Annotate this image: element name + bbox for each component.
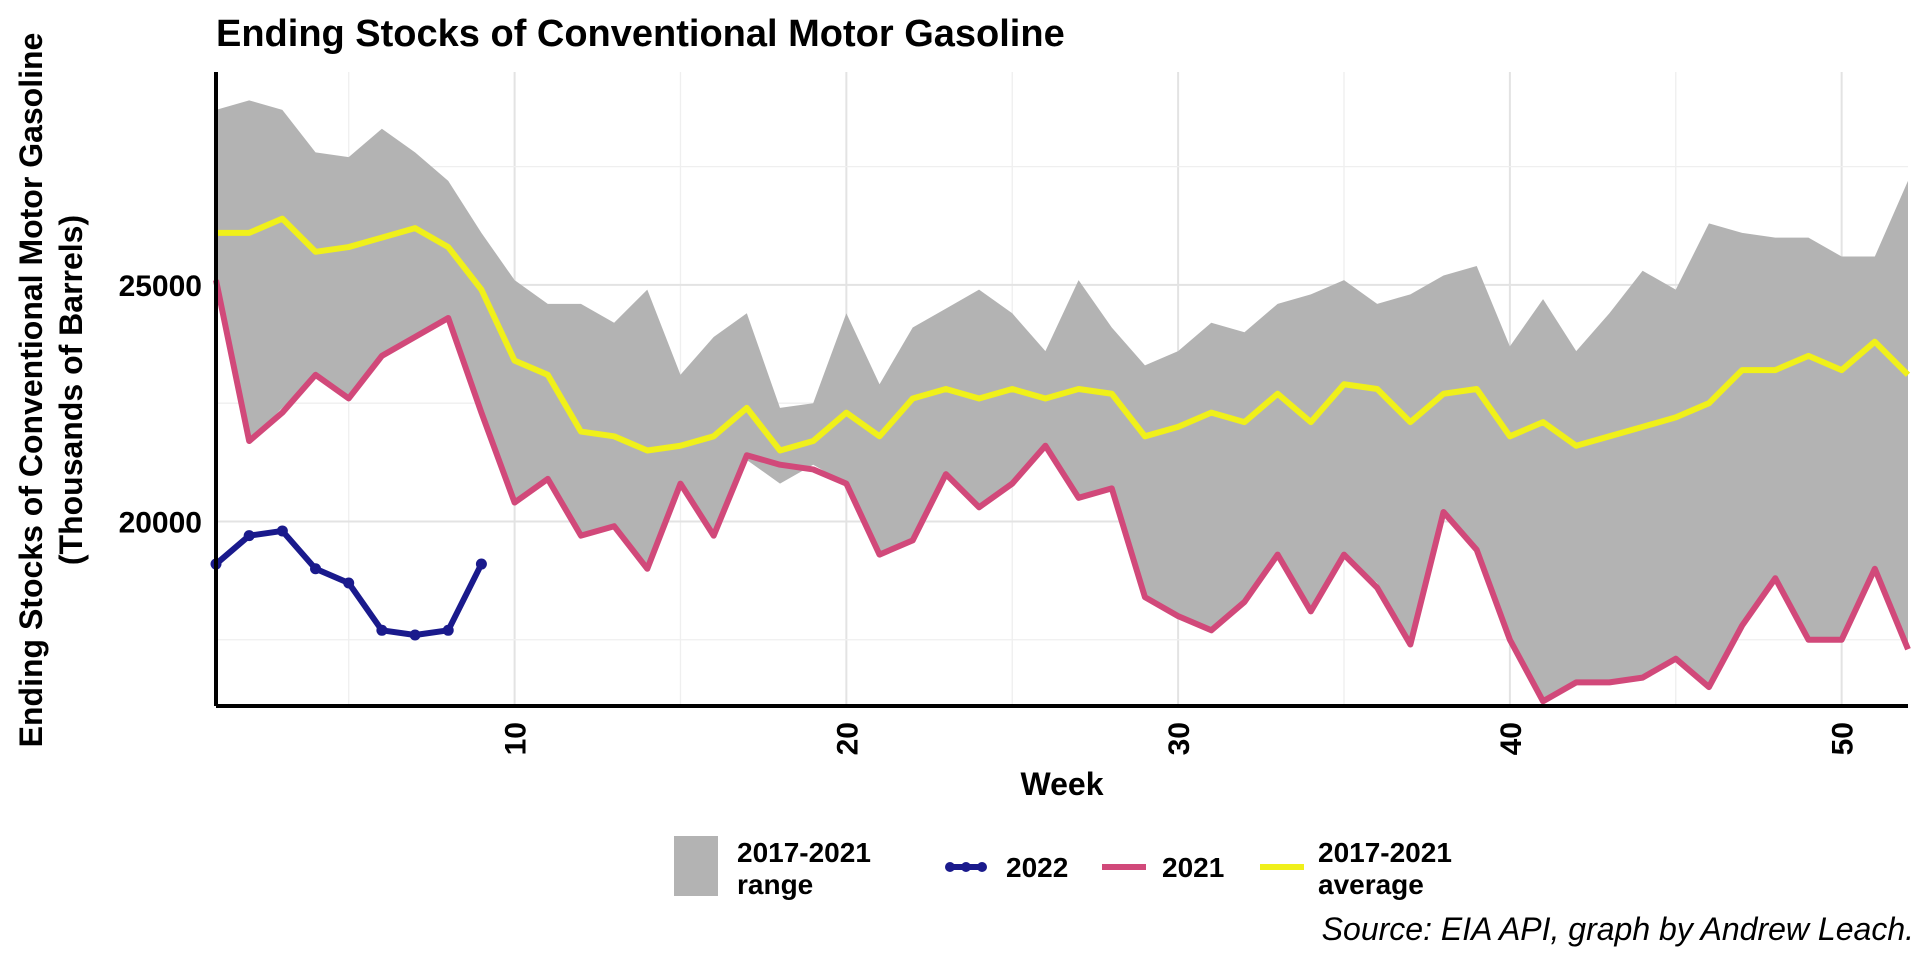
legend-label-range-line2: range <box>737 869 813 900</box>
y-tick-label: 20000 <box>119 506 202 539</box>
y-tick-label: 25000 <box>119 270 202 303</box>
legend-label-2022: 2022 <box>1006 852 1068 883</box>
legend-key-range <box>674 836 718 896</box>
legend-label-average-line2: average <box>1318 869 1424 900</box>
y-axis-ticks: 20000 25000 <box>119 270 202 540</box>
x-tick-label: 40 <box>1495 722 1528 755</box>
x-axis-title: Week <box>1020 766 1103 802</box>
series-2022-point <box>475 558 487 570</box>
y-axis-subtitle: (Thousands of Barrels) <box>53 215 89 565</box>
series-2022-point <box>376 624 388 636</box>
series-2022-point <box>243 530 255 542</box>
series-layer <box>210 215 1911 705</box>
range-band <box>216 100 1908 702</box>
y-axis-title: Ending Stocks of Conventional Motor Gaso… <box>13 33 49 748</box>
series-2021-line <box>213 279 1911 705</box>
series-2022-point <box>442 624 454 636</box>
chart-title: Ending Stocks of Conventional Motor Gaso… <box>216 13 1065 55</box>
series-2022-point <box>343 577 355 589</box>
series-2022-point <box>310 563 322 575</box>
legend-label-2021: 2021 <box>1162 852 1224 883</box>
x-tick-label: 30 <box>1163 722 1196 755</box>
series-2022-point <box>276 525 288 537</box>
source-caption: Source: EIA API, graph by Andrew Leach. <box>1322 911 1914 947</box>
x-tick-label: 20 <box>831 722 864 755</box>
series-average-line <box>216 215 1911 454</box>
x-axis-ticks: 10 20 30 40 50 <box>500 722 1860 755</box>
x-tick-label: 10 <box>500 722 533 755</box>
legend-label-range-line1: 2017-2021 <box>737 837 871 868</box>
legend: 2017-2021 range 2022 2021 2017-2021 aver… <box>674 836 1452 900</box>
series-2022-point <box>409 629 421 641</box>
legend-key-2022 <box>945 862 987 872</box>
x-tick-label: 50 <box>1827 722 1860 755</box>
legend-label-average-line1: 2017-2021 <box>1318 837 1452 868</box>
